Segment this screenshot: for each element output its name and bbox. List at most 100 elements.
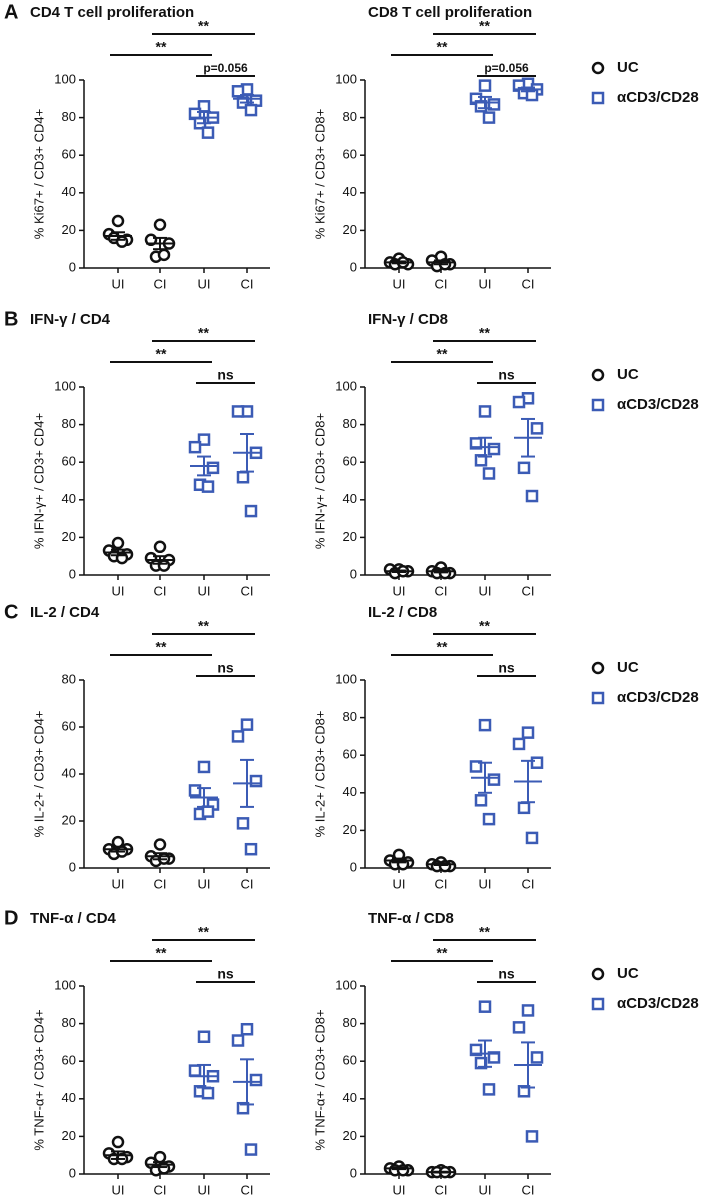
x-tick-label: CI [522, 876, 535, 891]
chart-title: IL-2 / CD4 [30, 604, 100, 621]
data-point [240, 1022, 254, 1036]
data-point [525, 1130, 539, 1143]
x-tick-label: UI [198, 276, 211, 291]
y-tick-label: 0 [69, 259, 76, 274]
y-tick-label: 40 [62, 765, 76, 780]
data-point [512, 737, 526, 751]
data-point [201, 1086, 215, 1100]
data-point [197, 760, 211, 774]
y-tick-label: 20 [62, 1128, 76, 1143]
legend-label: UC [617, 366, 639, 383]
x-tick-label: CI [435, 1182, 448, 1197]
y-tick-label: 60 [62, 1053, 76, 1068]
y-tick-label: 40 [343, 784, 357, 799]
data-point [231, 1034, 245, 1047]
data-point [482, 467, 496, 480]
data-point [478, 718, 492, 732]
y-axis-label: % Ki67+ / CD3+ CD8+ [312, 109, 327, 239]
data-point [111, 1135, 125, 1149]
data-point [157, 1162, 171, 1175]
data-point [201, 126, 215, 139]
legend-marker [591, 61, 605, 75]
x-tick-label: UI [112, 876, 125, 891]
legend-marker [591, 997, 605, 1011]
legend-label: UC [617, 59, 639, 76]
panel-letter: B [4, 308, 18, 330]
y-axis-label: % TNF-α+ / CD3+ CD8+ [312, 1009, 327, 1150]
data-point [197, 1030, 211, 1044]
x-tick-label: CI [154, 583, 167, 598]
y-axis-label: % IFN-γ+ / CD3+ CD4+ [31, 413, 46, 549]
y-tick-label: 20 [343, 222, 357, 237]
significance-label: ** [437, 639, 448, 655]
data-point [153, 838, 167, 851]
x-tick-label: CI [241, 276, 254, 291]
y-axis-label: % TNF-α+ / CD3+ CD4+ [31, 1009, 46, 1150]
legend-label: αCD3/CD28 [617, 689, 699, 706]
chart-title: TNF-α / CD8 [368, 910, 454, 927]
chart-title: CD8 T cell proliferation [368, 4, 532, 21]
legend-label: αCD3/CD28 [617, 89, 699, 106]
y-tick-label: 60 [62, 718, 76, 733]
significance-label: ** [479, 18, 490, 34]
x-tick-label: UI [198, 1182, 211, 1197]
y-tick-label: 20 [343, 1128, 357, 1143]
x-tick-label: CI [154, 1182, 167, 1197]
data-point [530, 1051, 544, 1064]
data-point [240, 718, 254, 731]
data-point [482, 1083, 496, 1096]
data-point [482, 812, 496, 826]
y-tick-label: 80 [62, 416, 76, 431]
y-tick-label: 100 [54, 378, 76, 393]
significance-label: ** [437, 39, 448, 55]
y-tick-label: 0 [350, 1165, 357, 1180]
data-point [478, 1000, 492, 1013]
y-tick-label: 80 [62, 1015, 76, 1030]
data-point [111, 214, 125, 228]
panel-letter: C [4, 601, 18, 623]
data-point [153, 218, 167, 232]
data-point [206, 461, 220, 475]
x-tick-label: UI [112, 583, 125, 598]
data-point [244, 842, 258, 856]
y-tick-label: 100 [335, 378, 357, 393]
data-point [482, 111, 496, 124]
data-point [487, 98, 501, 111]
significance-label: ** [198, 18, 209, 34]
y-tick-label: 60 [343, 747, 357, 762]
legend-label: UC [617, 965, 639, 982]
data-point [231, 405, 245, 418]
y-tick-label: 60 [343, 147, 357, 162]
y-tick-label: 40 [343, 1090, 357, 1105]
y-tick-label: 40 [343, 184, 357, 199]
y-tick-label: 20 [62, 529, 76, 544]
x-tick-label: UI [479, 876, 492, 891]
y-tick-label: 0 [69, 859, 76, 874]
y-tick-label: 80 [343, 1015, 357, 1030]
y-tick-label: 40 [62, 491, 76, 506]
y-tick-label: 80 [343, 416, 357, 431]
significance-label: ** [198, 924, 209, 940]
data-point [201, 805, 215, 818]
x-tick-label: UI [393, 876, 406, 891]
y-tick-label: 0 [350, 859, 357, 874]
x-tick-label: UI [112, 1182, 125, 1197]
significance-label: ** [437, 945, 448, 961]
x-tick-label: UI [479, 583, 492, 598]
significance-label: p=0.056 [203, 61, 248, 75]
y-tick-label: 60 [62, 147, 76, 162]
significance-label: ** [156, 39, 167, 55]
legend-label: UC [617, 659, 639, 676]
data-point [201, 480, 215, 493]
data-point [487, 773, 501, 786]
data-point [512, 1021, 526, 1034]
significance-label: ns [217, 966, 234, 982]
legend-marker [591, 661, 605, 675]
y-tick-label: 0 [350, 566, 357, 581]
data-point [487, 442, 501, 456]
y-tick-label: 60 [343, 454, 357, 469]
y-tick-label: 0 [69, 1165, 76, 1180]
y-axis-label: % IL-2+ / CD3+ CD8+ [312, 711, 327, 838]
data-point [512, 395, 526, 409]
significance-label: p=0.056 [484, 61, 529, 75]
